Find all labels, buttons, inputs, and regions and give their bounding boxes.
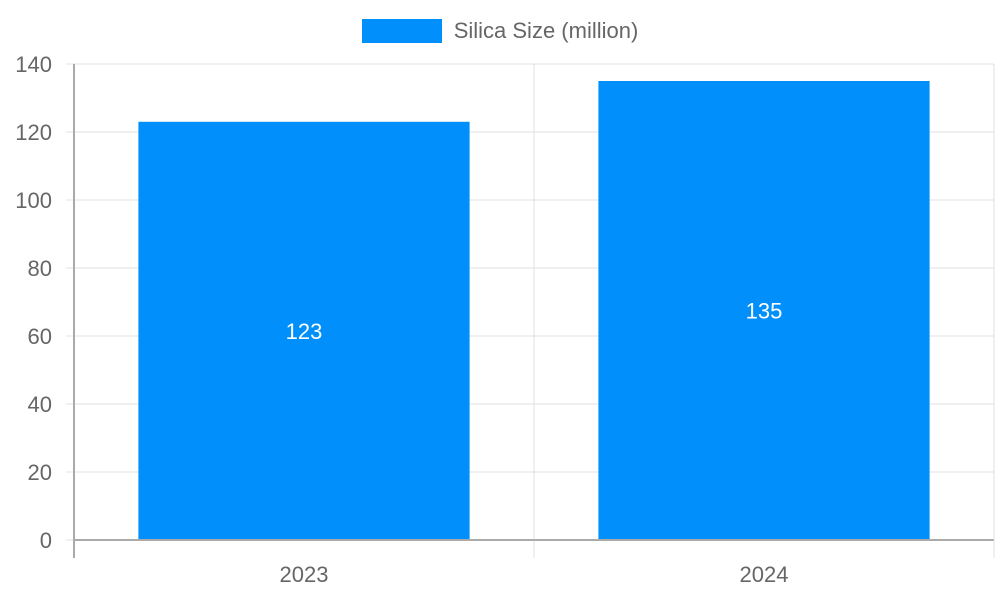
- bar-2024[interactable]: [598, 81, 930, 540]
- legend-label: Silica Size (million): [453, 18, 639, 43]
- y-tick-label: 120: [15, 120, 52, 145]
- legend: Silica Size (million): [0, 18, 1000, 44]
- y-tick-label: 140: [15, 52, 52, 77]
- x-tick-label: 2023: [280, 562, 329, 587]
- bar-value-label: 123: [286, 319, 323, 344]
- y-tick-label: 100: [15, 188, 52, 213]
- y-tick-label: 20: [28, 460, 52, 485]
- legend-swatch[interactable]: [361, 19, 442, 43]
- bar-2023[interactable]: [138, 121, 470, 541]
- y-tick-label: 40: [28, 392, 52, 417]
- y-tick-label: 80: [28, 256, 52, 281]
- y-tick-label: 0: [40, 528, 52, 553]
- x-tick-label: 2024: [740, 562, 789, 587]
- y-tick-label: 60: [28, 324, 52, 349]
- bar-value-label: 135: [746, 299, 783, 324]
